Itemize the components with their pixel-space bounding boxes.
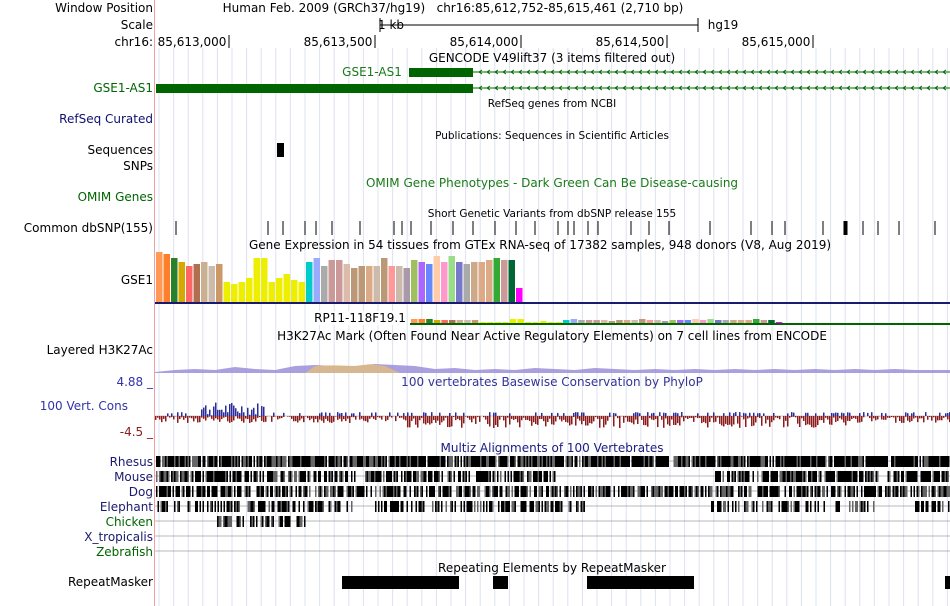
ruler-tick-4: 85,614,500 — [595, 35, 665, 49]
multiz-alignment-blocks[interactable] — [155, 456, 950, 552]
scale-bar-label: 1 kb — [377, 18, 405, 32]
scale-bar — [379, 18, 699, 32]
species-label-zebrafish[interactable]: Zebrafish — [96, 545, 153, 559]
track-data-area[interactable]: Human Feb. 2009 (GRCh37/hg19) chr16:85,6… — [155, 0, 950, 606]
ruler-tick-5: 85,615,000 — [741, 35, 811, 49]
cons-min-label: -4.5 _ — [119, 425, 153, 439]
gencode-gene-gse1-as1[interactable] — [156, 68, 950, 93]
assembly-name: Human Feb. 2009 (GRCh37/hg19) — [222, 1, 426, 15]
snps-track-label[interactable]: SNPs — [123, 159, 153, 173]
repeatmasker-elements[interactable] — [342, 576, 950, 589]
gridlines — [158, 48, 948, 606]
gtex-track-title: Gene Expression in 54 tissues from GTEx … — [248, 238, 832, 252]
window-position-label: Window Position — [55, 1, 153, 15]
multiz-track-title: Multiz Alignments of 100 Vertebrates — [440, 441, 664, 455]
repeatmasker-track-title: Repeating Elements by RepeatMasker — [438, 561, 666, 575]
scale-db-label: hg19 — [707, 18, 739, 32]
tracks-canvas — [155, 18, 950, 606]
gtex-track-label[interactable]: GSE1 — [120, 273, 153, 287]
repeatmasker-track-label[interactable]: RepeatMasker — [67, 575, 153, 589]
omim-track-label[interactable]: OMIM Genes — [77, 190, 153, 204]
dbsnp-track-label[interactable]: Common dbSNP(155) — [23, 221, 153, 235]
refseq-track-label[interactable]: RefSeq Curated — [59, 112, 153, 126]
ruler-tick-1: 85,613,000 — [157, 35, 227, 49]
publications-track-title: Publications: Sequences in Scientific Ar… — [435, 130, 669, 142]
gencode-track-label[interactable]: GSE1-AS1 — [93, 81, 153, 95]
h3k27ac-track-label[interactable]: Layered H3K27Ac — [46, 343, 153, 357]
ruler-tick-marks — [228, 35, 814, 48]
species-label-xtropicalis[interactable]: X_tropicalis — [84, 530, 153, 544]
scale-label: Scale — [120, 18, 153, 32]
h3k27ac-track-title: H3K27Ac Mark (Often Found Near Active Re… — [277, 329, 827, 343]
position-coordinates: chr16:85,612,752-85,615,461 (2,710 bp) — [436, 1, 684, 15]
chrom-label: chr16: — [114, 35, 153, 49]
species-label-dog[interactable]: Dog — [128, 485, 153, 499]
conservation-bars[interactable] — [155, 402, 950, 428]
cons-track-label[interactable]: 100 Vert. Cons — [39, 399, 128, 413]
gencode-gene-label[interactable]: GSE1-AS1 — [342, 65, 402, 79]
refseq-track-title: RefSeq genes from NCBI — [487, 98, 617, 110]
ruler-tick-2: 85,613,500 — [303, 35, 373, 49]
ruler-tick-3: 85,614,000 — [449, 35, 519, 49]
gtex-expression-bars-2[interactable] — [411, 319, 783, 323]
sequences-track-label[interactable]: Sequences — [87, 143, 153, 157]
cons-max-label: 4.88 _ — [116, 375, 153, 389]
h3k27ac-signal-overlay — [305, 364, 400, 373]
assembly-text: Human Feb. 2009 (GRCh37/hg19) chr16:85,6… — [223, 1, 684, 15]
species-label-mouse[interactable]: Mouse — [114, 470, 153, 484]
gtex-gene2-label[interactable]: RP11-118F19.1 — [314, 311, 406, 325]
species-label-rhesus[interactable]: Rhesus — [109, 455, 153, 469]
gencode-track-title: GENCODE V49lift37 (3 items filtered out) — [428, 51, 676, 65]
species-label-elephant[interactable]: Elephant — [99, 500, 153, 514]
label-separator — [154, 0, 155, 606]
species-label-chicken[interactable]: Chicken — [105, 515, 153, 529]
omim-track-title: OMIM Gene Phenotypes - Dark Green Can Be… — [365, 176, 739, 190]
gtex-expression-bars[interactable] — [156, 252, 523, 302]
intron-arrows — [478, 69, 947, 91]
dbsnp-track-title: Short Genetic Variants from dbSNP releas… — [427, 208, 677, 220]
dbsnp-variant-ticks[interactable] — [175, 221, 936, 235]
publication-sequence-block[interactable] — [277, 143, 284, 157]
conservation-track-title: 100 vertebrates Basewise Conservation by… — [401, 375, 703, 389]
